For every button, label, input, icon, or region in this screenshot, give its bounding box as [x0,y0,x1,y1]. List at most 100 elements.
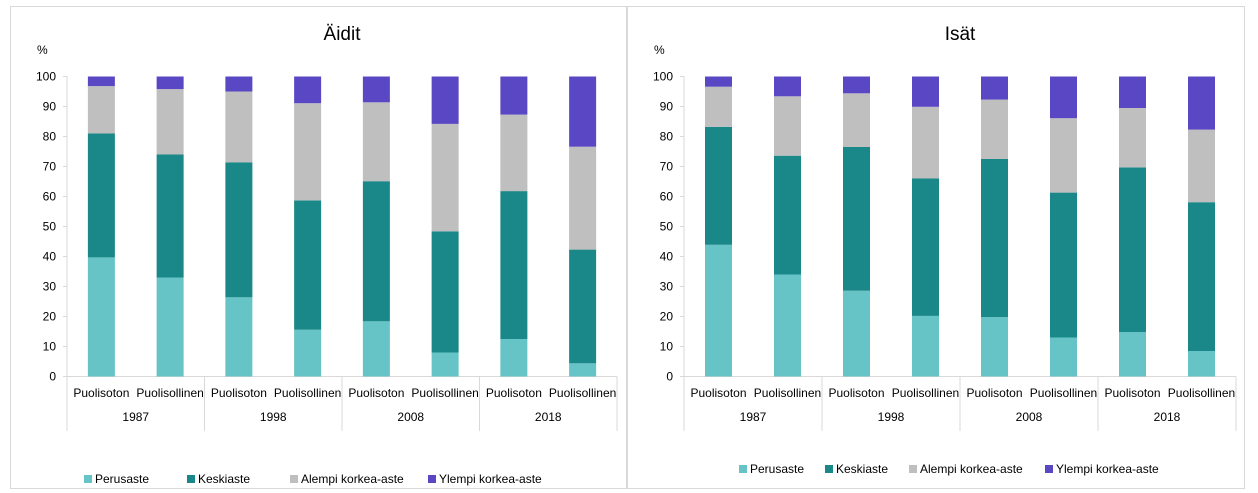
bar-perusaste-2008-puolisollinen [431,352,459,377]
y-tick-label: 90 [660,100,674,114]
y-axis-label: % [654,43,665,57]
bar-alempi-korkea-aste-1998-puolisoton [843,93,870,147]
bar-keskiaste-1998-puolisollinen [912,178,939,316]
legend-label-ylempi-korkea-aste: Ylempi korkea-aste [439,472,542,486]
bar-alempi-korkea-aste-2008-puolisollinen [1050,118,1077,193]
y-tick-label: 100 [36,70,56,84]
bar-keskiaste-1998-puolisoton [843,147,870,291]
bar-alempi-korkea-aste-1987-puolisollinen [774,96,801,156]
y-tick-label: 70 [43,160,57,174]
bar-alempi-korkea-aste-2018-puolisoton [500,114,528,192]
chart-title: Isät [945,24,976,45]
bar-ylempi-korkea-aste-2008-puolisoton [981,76,1008,100]
bar-ylempi-korkea-aste-2018-puolisollinen [569,76,597,147]
y-tick-label: 60 [660,190,674,204]
bar-perusaste-2008-puolisollinen [1050,337,1077,377]
y-tick-label: 60 [43,190,57,204]
bar-ylempi-korkea-aste-1998-puolisollinen [912,76,939,107]
bar-perusaste-2018-puolisollinen [569,363,597,377]
bar-alempi-korkea-aste-1987-puolisoton [87,86,115,134]
y-tick-label: 10 [43,340,57,354]
bar-ylempi-korkea-aste-2008-puolisollinen [431,76,459,124]
y-tick-label: 40 [43,250,57,264]
bar-perusaste-2018-puolisoton [1119,332,1146,377]
bar-alempi-korkea-aste-2008-puolisoton [362,102,390,182]
bar-alempi-korkea-aste-2008-puolisollinen [431,123,459,232]
x-category-label: Puolisollinen [1030,386,1097,400]
bar-keskiaste-2008-puolisoton [362,181,390,322]
y-tick-label: 20 [660,310,674,324]
y-tick-label: 30 [660,280,674,294]
bar-keskiaste-2018-puolisoton [1119,167,1146,333]
x-category-label: Puolisollinen [274,386,341,400]
x-group-label: 2008 [1016,410,1043,424]
bar-alempi-korkea-aste-2008-puolisoton [981,99,1008,159]
x-category-label: Puolisoton [1104,386,1160,400]
bar-perusaste-1998-puolisollinen [294,329,322,377]
bar-keskiaste-1987-puolisollinen [156,154,184,278]
bar-perusaste-1998-puolisollinen [912,315,939,377]
y-tick-label: 50 [660,220,674,234]
bar-ylempi-korkea-aste-2018-puolisoton [1119,76,1146,108]
chart-panel-isat: Isät% 0 10 20 30 40 50 60 70 80 90 100 Puolisoton Puo… [627,6,1245,489]
legend-swatch-alempi-korkea-aste [290,475,298,483]
y-tick-label: 10 [660,340,674,354]
bar-perusaste-1998-puolisoton [843,290,870,377]
legend-swatch-perusaste [739,465,747,473]
bar-ylempi-korkea-aste-1998-puolisoton [843,76,870,94]
legend-label-keskiaste: Keskiaste [198,472,250,486]
bar-alempi-korkea-aste-1987-puolisoton [705,86,732,127]
bar-ylempi-korkea-aste-1987-puolisoton [705,76,732,87]
x-category-label: Puolisollinen [754,386,821,400]
legend-swatch-alempi-korkea-aste [909,465,917,473]
bar-perusaste-1998-puolisoton [225,297,253,377]
bar-ylempi-korkea-aste-2008-puolisollinen [1050,76,1077,119]
bar-ylempi-korkea-aste-2018-puolisoton [500,76,528,115]
legend-swatch-perusaste [84,475,92,483]
bar-ylempi-korkea-aste-2018-puolisollinen [1188,76,1215,130]
bar-ylempi-korkea-aste-1998-puolisollinen [294,76,322,104]
bar-ylempi-korkea-aste-2008-puolisoton [362,76,390,103]
x-group-label: 2018 [535,410,562,424]
legend-swatch-keskiaste [825,465,833,473]
x-category-label: Puolisollinen [549,386,616,400]
chart-svg-aidit: Äidit% 0 10 20 30 40 50 60 70 80 90 100 Puolisoton Pu… [36,24,618,486]
bar-keskiaste-2008-puolisollinen [1050,192,1077,338]
bar-alempi-korkea-aste-2018-puolisollinen [1188,129,1215,203]
bar-keskiaste-1987-puolisoton [705,126,732,245]
x-category-label: Puolisoton [486,386,542,400]
bar-alempi-korkea-aste-2018-puolisollinen [569,146,597,250]
bar-keskiaste-1987-puolisoton [87,133,115,258]
legend-label-alempi-korkea-aste: Alempi korkea-aste [920,462,1023,476]
y-tick-label: 50 [43,220,57,234]
y-axis-label: % [37,43,48,57]
bar-perusaste-1987-puolisollinen [774,274,801,377]
bar-alempi-korkea-aste-1998-puolisollinen [912,106,939,179]
x-category-label: Puolisoton [73,386,129,400]
bar-alempi-korkea-aste-2018-puolisoton [1119,108,1146,168]
bar-ylempi-korkea-aste-1987-puolisollinen [156,76,184,90]
bar-perusaste-2018-puolisoton [500,339,528,377]
bar-keskiaste-1987-puolisollinen [774,155,801,275]
bar-keskiaste-2008-puolisoton [981,159,1008,318]
legend-swatch-ylempi-korkea-aste [1045,465,1053,473]
bar-keskiaste-1998-puolisollinen [294,200,322,330]
bar-perusaste-2018-puolisollinen [1188,351,1215,377]
legend-label-ylempi-korkea-aste: Ylempi korkea-aste [1056,462,1159,476]
bar-alempi-korkea-aste-1987-puolisollinen [156,89,184,155]
x-category-label: Puolisoton [211,386,267,400]
x-category-label: Puolisollinen [136,386,203,400]
x-group-label: 1998 [260,410,287,424]
x-group-label: 1987 [740,410,767,424]
legend-swatch-ylempi-korkea-aste [428,475,436,483]
legend-label-alempi-korkea-aste: Alempi korkea-aste [301,472,404,486]
bar-perusaste-2008-puolisoton [981,317,1008,377]
bar-alempi-korkea-aste-1998-puolisollinen [294,103,322,201]
bar-keskiaste-2018-puolisoton [500,191,528,339]
x-category-label: Puolisollinen [411,386,478,400]
legend-swatch-keskiaste [187,475,195,483]
y-tick-label: 40 [660,250,674,264]
bar-keskiaste-2008-puolisollinen [431,231,459,353]
x-group-label: 1998 [878,410,905,424]
y-tick-label: 100 [653,70,673,84]
